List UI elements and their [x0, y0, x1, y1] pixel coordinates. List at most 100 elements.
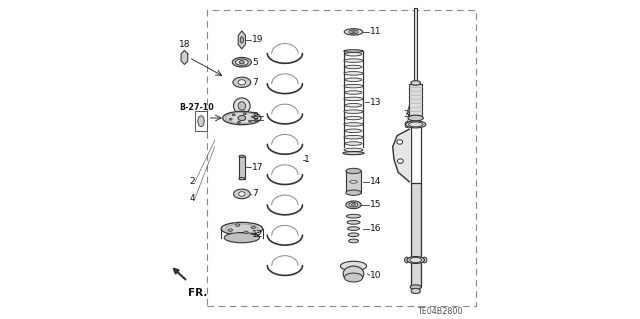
- Ellipse shape: [233, 77, 251, 87]
- Ellipse shape: [238, 80, 246, 85]
- Ellipse shape: [238, 115, 246, 121]
- Ellipse shape: [345, 103, 362, 107]
- Ellipse shape: [345, 142, 362, 145]
- Ellipse shape: [344, 110, 363, 114]
- Ellipse shape: [234, 98, 250, 114]
- Ellipse shape: [347, 220, 360, 224]
- Ellipse shape: [345, 129, 362, 133]
- Text: B-27-10: B-27-10: [179, 103, 214, 112]
- Ellipse shape: [346, 201, 361, 209]
- Text: 1: 1: [304, 155, 310, 164]
- Text: 9: 9: [252, 115, 258, 124]
- Ellipse shape: [351, 204, 355, 206]
- Text: 11: 11: [371, 27, 382, 36]
- Ellipse shape: [345, 116, 362, 120]
- Ellipse shape: [351, 31, 355, 33]
- Ellipse shape: [340, 261, 367, 271]
- Ellipse shape: [411, 288, 420, 293]
- Ellipse shape: [346, 168, 361, 174]
- Ellipse shape: [406, 121, 426, 128]
- Ellipse shape: [345, 91, 362, 94]
- Text: 4: 4: [189, 194, 195, 203]
- Ellipse shape: [240, 37, 243, 43]
- Ellipse shape: [346, 214, 360, 218]
- Ellipse shape: [228, 229, 232, 231]
- Text: 2: 2: [189, 177, 195, 186]
- Ellipse shape: [236, 59, 248, 65]
- Bar: [411, 183, 421, 287]
- Text: 8: 8: [252, 112, 258, 121]
- Ellipse shape: [349, 181, 357, 183]
- Ellipse shape: [349, 30, 358, 34]
- Ellipse shape: [344, 148, 363, 152]
- Ellipse shape: [343, 152, 364, 155]
- Text: FR.: FR.: [188, 288, 207, 299]
- Ellipse shape: [344, 29, 363, 35]
- Ellipse shape: [344, 84, 363, 88]
- Bar: [195, 111, 207, 131]
- Ellipse shape: [410, 285, 421, 289]
- Text: 14: 14: [371, 177, 382, 186]
- Bar: [239, 156, 244, 179]
- Ellipse shape: [236, 224, 240, 226]
- Text: 15: 15: [371, 200, 382, 209]
- Ellipse shape: [232, 57, 252, 67]
- Ellipse shape: [397, 159, 403, 163]
- Polygon shape: [238, 31, 245, 49]
- Ellipse shape: [422, 257, 427, 263]
- Ellipse shape: [198, 116, 204, 127]
- Ellipse shape: [344, 273, 363, 282]
- Ellipse shape: [397, 140, 403, 144]
- Text: 6: 6: [403, 121, 409, 130]
- Bar: [414, 8, 417, 83]
- Ellipse shape: [344, 50, 363, 52]
- Ellipse shape: [345, 65, 362, 69]
- Ellipse shape: [345, 53, 362, 56]
- Text: 3: 3: [403, 110, 409, 119]
- Ellipse shape: [409, 122, 422, 127]
- Text: TE04B2800: TE04B2800: [417, 307, 462, 315]
- Ellipse shape: [349, 239, 358, 243]
- Ellipse shape: [343, 266, 364, 281]
- Ellipse shape: [348, 227, 360, 230]
- Polygon shape: [393, 128, 410, 182]
- Ellipse shape: [251, 226, 255, 229]
- Ellipse shape: [411, 81, 420, 85]
- Text: 5: 5: [252, 58, 258, 67]
- Polygon shape: [181, 50, 188, 64]
- Text: 7: 7: [252, 78, 258, 87]
- Ellipse shape: [221, 222, 262, 235]
- Ellipse shape: [404, 257, 409, 263]
- Ellipse shape: [238, 102, 246, 110]
- Ellipse shape: [344, 135, 363, 139]
- Text: 7: 7: [252, 189, 258, 198]
- Ellipse shape: [239, 192, 245, 196]
- Ellipse shape: [224, 233, 259, 243]
- Text: 12: 12: [252, 230, 264, 239]
- Ellipse shape: [348, 233, 359, 237]
- Ellipse shape: [239, 155, 244, 158]
- Ellipse shape: [239, 177, 244, 180]
- Text: 18: 18: [179, 40, 190, 49]
- Ellipse shape: [345, 78, 362, 82]
- Ellipse shape: [344, 122, 363, 126]
- Ellipse shape: [344, 59, 363, 62]
- Bar: [410, 84, 422, 118]
- Ellipse shape: [223, 111, 261, 125]
- Bar: [346, 171, 361, 193]
- Ellipse shape: [243, 113, 246, 115]
- Ellipse shape: [410, 257, 422, 263]
- Text: 17: 17: [252, 163, 264, 172]
- Bar: [207, 10, 476, 306]
- Ellipse shape: [407, 256, 424, 263]
- Text: 13: 13: [371, 98, 382, 107]
- Ellipse shape: [248, 120, 252, 122]
- Ellipse shape: [349, 203, 358, 207]
- Ellipse shape: [244, 231, 248, 234]
- Ellipse shape: [344, 97, 363, 101]
- Text: 16: 16: [371, 224, 382, 233]
- Ellipse shape: [234, 189, 250, 199]
- Text: 19: 19: [252, 35, 264, 44]
- Ellipse shape: [252, 116, 254, 118]
- Ellipse shape: [232, 114, 235, 116]
